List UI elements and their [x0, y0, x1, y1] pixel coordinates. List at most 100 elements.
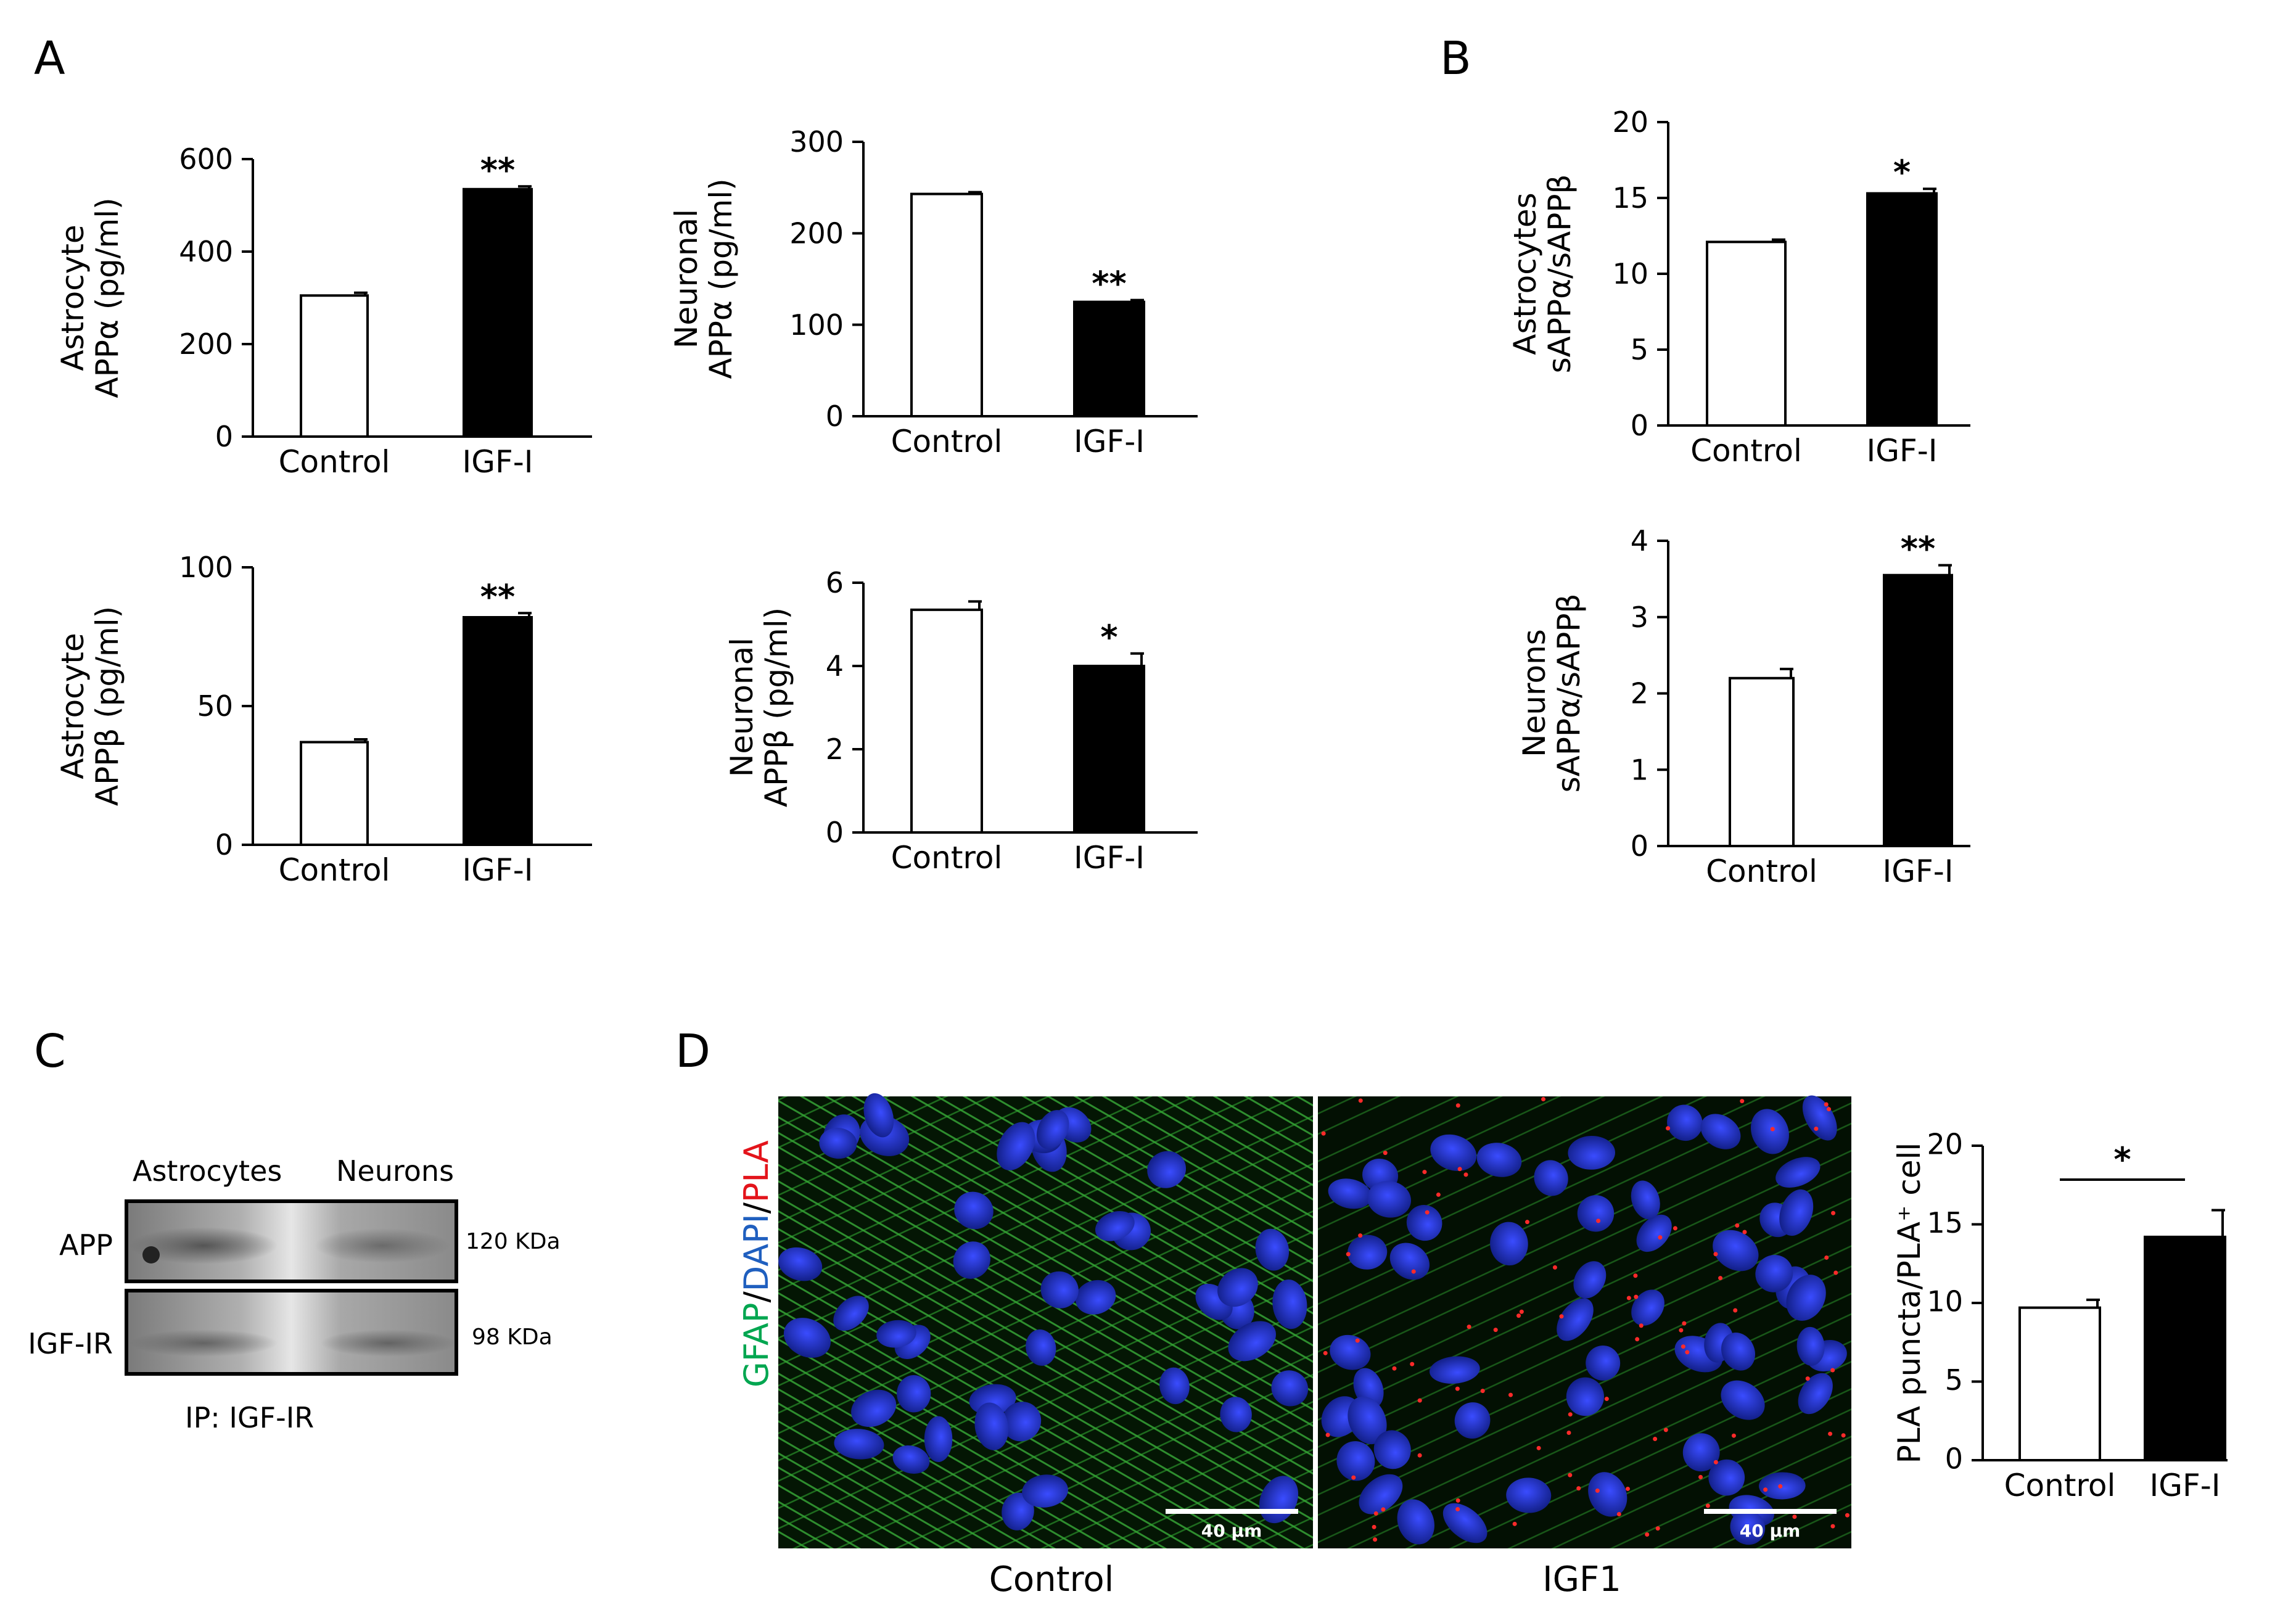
- pla-punctum: [1519, 1309, 1524, 1314]
- pla-punctum: [1541, 1096, 1546, 1101]
- category-label: Control: [1706, 853, 1817, 889]
- y-tick-label: 3: [1631, 601, 1648, 634]
- nucleus: [1330, 1334, 1371, 1370]
- nucleus: [1490, 1222, 1528, 1266]
- nucleus: [1026, 1329, 1056, 1366]
- nucleus: [1755, 1255, 1793, 1292]
- nucleus: [953, 1241, 990, 1279]
- category-label: Control: [279, 852, 390, 888]
- y-tick-label: 5: [1945, 1363, 1963, 1397]
- nucleus: [1036, 1110, 1069, 1149]
- stain-sep-2: /: [737, 1202, 776, 1214]
- blot-band-igfir-astrocytes: [130, 1329, 278, 1357]
- y-tick-label: 20: [1927, 1127, 1963, 1161]
- scalebar-control: [1166, 1509, 1298, 1514]
- nucleus: [1002, 1402, 1042, 1442]
- pla-punctum: [1455, 1103, 1460, 1108]
- y-tick-label: 1: [1631, 753, 1648, 786]
- pla-punctum: [1411, 1269, 1416, 1274]
- pla-punctum: [1455, 1386, 1460, 1391]
- nucleus: [833, 1296, 869, 1331]
- category-label: Control: [2004, 1468, 2116, 1503]
- pla-punctum: [1321, 1131, 1326, 1136]
- panel-letter-a: A: [34, 32, 65, 85]
- pla-punctum: [1559, 1314, 1564, 1319]
- significance-label: **: [480, 150, 515, 189]
- pla-punctum: [1828, 1431, 1833, 1436]
- nucleus: [1095, 1210, 1135, 1241]
- nucleus: [1359, 1474, 1403, 1514]
- pla-punctum: [1740, 1099, 1745, 1104]
- category-label: IGF-I: [1074, 424, 1145, 459]
- nucleus: [897, 1375, 931, 1413]
- nucleus: [1573, 1261, 1607, 1299]
- pla-punctum: [1467, 1325, 1471, 1329]
- blot-band-app-neurons: [315, 1228, 450, 1263]
- y-axis-label: APPβ (pg/ml): [759, 607, 794, 807]
- nucleus: [1367, 1181, 1412, 1218]
- pla-punctum: [1792, 1514, 1797, 1519]
- pla-punctum: [1673, 1226, 1677, 1231]
- nucleus: [1228, 1321, 1276, 1362]
- blot-kda-98: 98 KDa: [472, 1325, 553, 1350]
- nucleus: [1636, 1214, 1672, 1252]
- pla-punctum: [1595, 1488, 1600, 1493]
- nucleus: [1217, 1268, 1258, 1307]
- nucleus: [892, 1445, 930, 1474]
- nucleus: [1577, 1195, 1615, 1232]
- nucleus: [1022, 1474, 1068, 1508]
- pla-punctum: [1604, 1397, 1609, 1402]
- blot-kda-120: 120 KDa: [466, 1229, 561, 1254]
- nucleus: [1721, 1380, 1765, 1420]
- y-tick-label: 400: [179, 235, 233, 268]
- nucleus: [1798, 1373, 1833, 1415]
- pla-punctum: [1645, 1532, 1650, 1537]
- y-tick-label: 2: [1631, 677, 1648, 710]
- scalebar-label-control: 40 μm: [1201, 1521, 1262, 1541]
- nucleus: [924, 1416, 953, 1462]
- y-axis-label: PLA puncta/PLA⁺ cell: [1891, 1143, 1927, 1464]
- y-axis-label: APPα (pg/ml): [703, 178, 739, 379]
- pla-punctum: [1323, 1350, 1328, 1355]
- pla-punctum: [1508, 1392, 1513, 1397]
- nucleus: [997, 1122, 1035, 1170]
- pla-punctum: [1824, 1255, 1829, 1260]
- bar: [1729, 676, 1795, 847]
- pla-punctum: [1358, 1233, 1363, 1238]
- y-tick-label: 300: [789, 125, 844, 158]
- blot-ip-label: IP: IGF-IR: [185, 1401, 314, 1434]
- pla-punctum: [1493, 1328, 1498, 1333]
- pla-punctum: [1392, 1366, 1397, 1371]
- pla-punctum: [1536, 1445, 1541, 1450]
- y-axis-label: APPβ (pg/ml): [89, 606, 125, 806]
- pla-punctum: [1733, 1308, 1738, 1313]
- bar: [463, 187, 533, 438]
- pla-punctum: [1417, 1453, 1422, 1458]
- nucleus: [1328, 1178, 1372, 1209]
- pla-punctum: [1516, 1313, 1521, 1318]
- western-blot: Astrocytes Neurons APP IGF-IR 120 KDa 98: [28, 1154, 560, 1434]
- bar: [1073, 665, 1145, 834]
- micrograph-igf1: 40 μm: [1318, 1095, 1851, 1548]
- pla-punctum: [1698, 1474, 1703, 1479]
- nucleus: [778, 1247, 823, 1281]
- pla-punctum: [1457, 1167, 1462, 1172]
- nucleus: [1506, 1477, 1552, 1513]
- nucleus: [1159, 1367, 1190, 1405]
- pla-punctum: [1410, 1362, 1415, 1366]
- pla-punctum: [1681, 1344, 1685, 1349]
- pla-punctum: [1635, 1337, 1640, 1342]
- pla-punctum: [1663, 1428, 1668, 1432]
- y-tick-label: 4: [826, 649, 844, 683]
- category-label: IGF-I: [1866, 433, 1937, 469]
- pla-punctum: [1831, 1210, 1836, 1215]
- significance-label: *: [1100, 618, 1117, 657]
- pla-punctum: [1576, 1486, 1581, 1491]
- blot-spot: [142, 1246, 160, 1263]
- pla-punctum: [1814, 1127, 1819, 1132]
- nucleus: [1534, 1160, 1568, 1196]
